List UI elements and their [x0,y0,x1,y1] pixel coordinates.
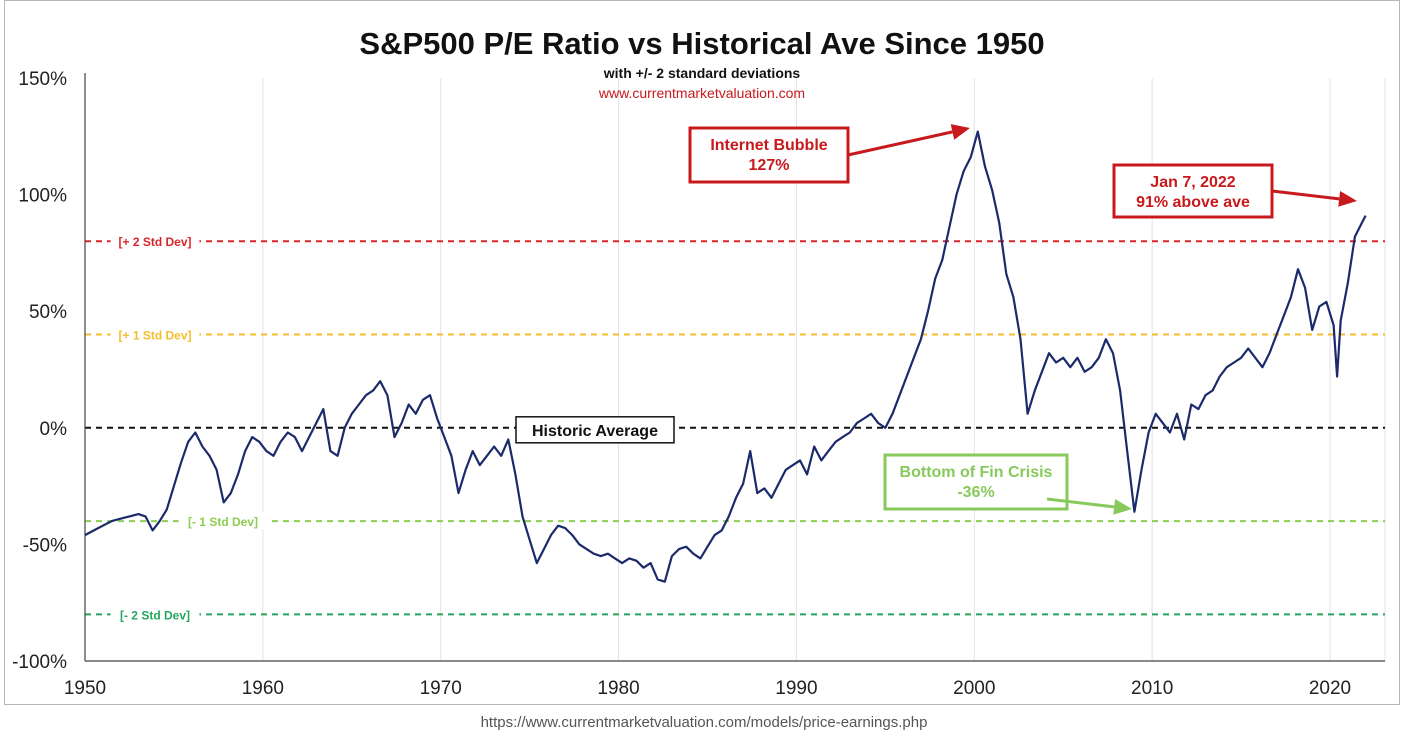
annotation-arrow-head-internet-bubble [950,124,970,140]
band-label-bg-minus2 [110,605,200,624]
x-tick-label-1990: 1990 [775,678,817,699]
annotation-arrow-line-fin-crisis [1046,497,1115,509]
y-tick-label-0: 0% [40,419,68,440]
y-tick-label-neg100: -100% [12,652,67,673]
chart-website: www.currentmarketvaluation.com [598,85,805,101]
y-tick-label-100: 100% [18,186,67,207]
annotation-text-jan-2022-1: 91% above ave [1136,194,1250,211]
x-tick-label-2020: 2020 [1309,678,1351,699]
y-tick-label-150: 150% [18,69,67,90]
band-label-bg-plus2 [110,232,200,251]
series-line-0 [84,130,1367,583]
x-tick-label-2010: 2010 [1131,678,1173,699]
historic-average-box [515,416,675,444]
annotation-text-fin-crisis-1: -36% [957,484,994,501]
chart-subtitle: with +/- 2 standard deviations [603,65,801,81]
annotation-text-internet-bubble-0: Internet Bubble [710,137,827,154]
annotation-text-internet-bubble-1: 127% [749,157,790,174]
band-label-minus2: [- 2 Std Dev] [120,608,190,622]
y-tick-label-50: 50% [29,302,67,323]
x-tick-label-1960: 1960 [242,678,284,699]
annotation-arrow-head-fin-crisis [1113,499,1132,515]
band-label-plus1: [+ 1 Std Dev] [118,329,191,343]
band-label-bg-plus1 [110,325,200,344]
x-tick-label-1980: 1980 [597,678,639,699]
annotation-arrow-line-internet-bubble [847,130,953,157]
band-label-minus1: [- 1 Std Dev] [188,515,258,529]
annotation-box-fin-crisis [883,453,1069,511]
chart-frame: [+ 2 Std Dev] [+ 1 Std Dev] Historic Avera… [4,0,1400,705]
x-tick-label-2000: 2000 [953,678,995,699]
band-label-bg-minus1 [178,512,268,531]
series-layer [84,130,1367,583]
historic-average-label: Historic Average [532,423,658,440]
annotation-text-jan-2022-0: Jan 7, 2022 [1150,174,1236,191]
pe-ratio-chart: [+ 2 Std Dev] [+ 1 Std Dev] Historic Avera… [12,26,1386,699]
source-url: https://www.currentmarketvaluation.com/m… [480,714,928,731]
annotation-text-fin-crisis-0: Bottom of Fin Crisis [900,464,1053,481]
annotation-layer: Internet Bubble 127% Jan 7, 2022 91% above … [688,124,1357,515]
y-tick-label-neg50: -50% [23,535,67,556]
chart-title: S&P500 P/E Ratio vs Historical Ave Since… [359,26,1044,61]
x-tick-label-1950: 1950 [64,678,106,699]
band-label-plus2: [+ 2 Std Dev] [118,235,191,249]
annotation-arrow-line-jan-2022 [1271,189,1340,201]
annotation-arrow-head-jan-2022 [1338,191,1357,207]
band-layer: [+ 2 Std Dev] [+ 1 Std Dev] Historic Avera… [85,232,1385,624]
axis-layer: 1950 1960 1970 1980 1990 2000 2010 2020 150% 100%… [12,69,1385,699]
x-tick-label-1970: 1970 [420,678,462,699]
